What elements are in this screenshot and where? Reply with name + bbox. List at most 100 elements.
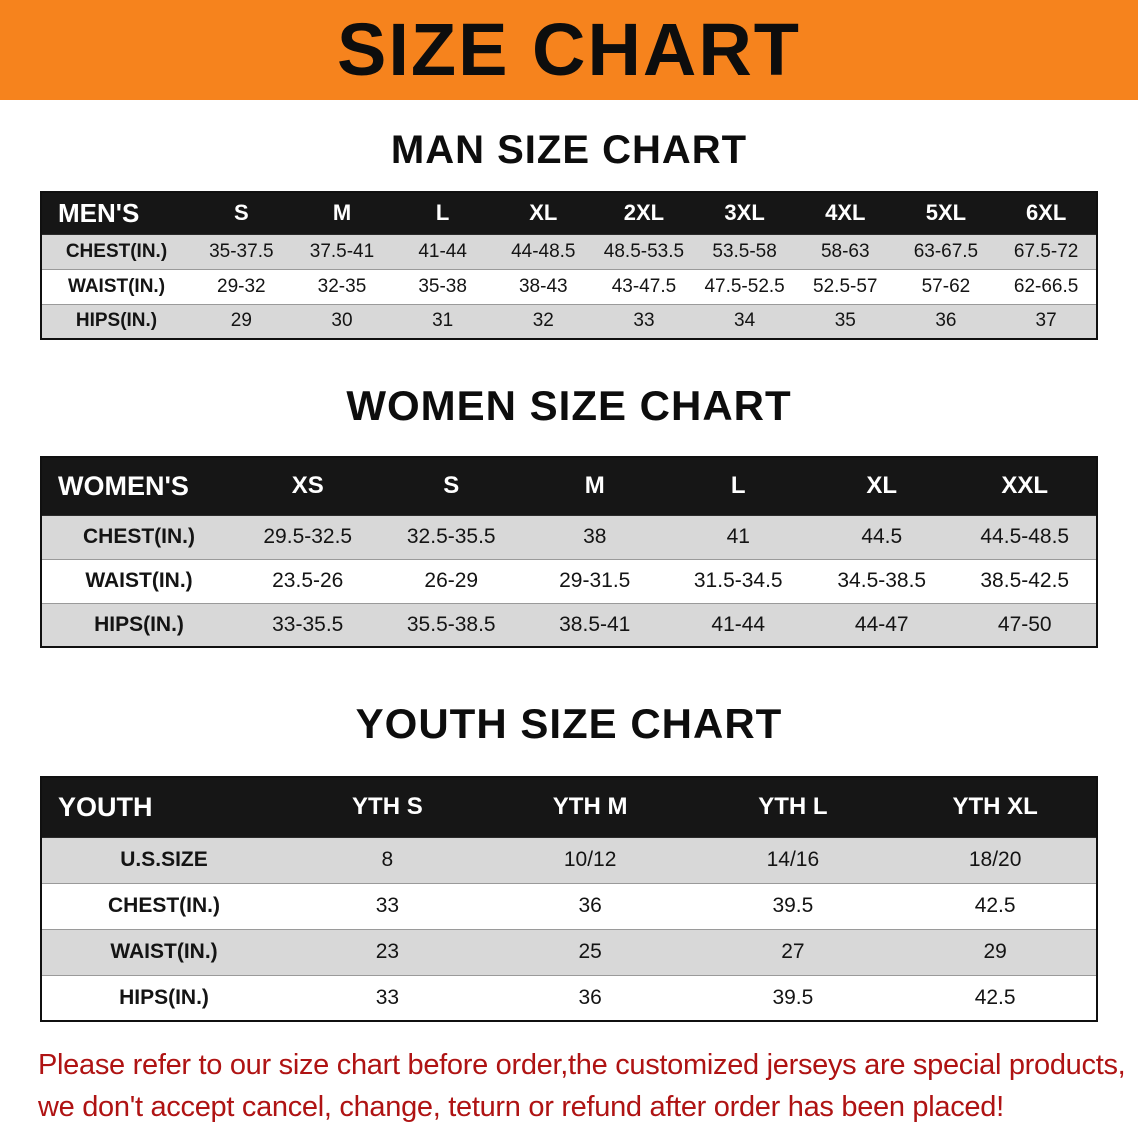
disclaimer: Please refer to our size chart before or… — [0, 1044, 1138, 1128]
size-value: 36 — [935, 310, 957, 332]
row-label: HIPS(IN.) — [75, 310, 158, 332]
size-value: 32 — [532, 310, 554, 332]
row-label: WAIST(IN.) — [41, 269, 191, 305]
table-header-row: YOUTH YTH S YTH M YTH L YTH XL — [41, 777, 1097, 838]
size-column-header: M — [291, 192, 393, 235]
size-column-header: XL — [492, 192, 594, 235]
size-value: 62-66.5 — [996, 269, 1097, 305]
size-value: 31.5-34.5 — [666, 559, 810, 604]
size-value: 8 — [286, 837, 489, 884]
table-header-row: WOMEN'S XS S M L XL XXL — [41, 457, 1097, 516]
size-column-header: M — [523, 457, 667, 516]
size-column-header: S — [379, 457, 523, 516]
size-value: 27 — [691, 929, 895, 976]
size-value: 29-31.5 — [523, 559, 667, 604]
size-value: 33-35.5 — [272, 612, 344, 636]
table-row: CHEST(IN.) 35-37.5 37.5-41 41-44 44-48.5 48.5… — [41, 234, 1097, 270]
women-size-table: WOMEN'S XS S M L XL XXL CHEST(IN.) 29.5-32.5 32.5… — [40, 456, 1098, 648]
row-label: HIPS(IN.) — [94, 612, 184, 636]
row-label: CHEST(IN.) — [41, 883, 286, 930]
table-row: HIPS(IN.) 33 36 39.5 42.5 — [41, 975, 1097, 1021]
size-value: 14/16 — [691, 837, 895, 884]
table-row: WAIST(IN.) 23.5-26 26-29 29-31.5 31.5-34.5 34… — [41, 559, 1097, 604]
page-title: SIZE CHART — [337, 8, 801, 91]
size-value: 63-67.5 — [895, 234, 997, 270]
size-column-header: S — [191, 192, 292, 235]
size-value: 32.5-35.5 — [379, 515, 523, 560]
size-value: 53.5-58 — [694, 234, 795, 270]
size-value: 33 — [286, 883, 489, 930]
table-corner-label: YOUTH — [41, 777, 286, 838]
size-value: 35-37.5 — [191, 234, 292, 270]
row-label: CHEST(IN.) — [41, 515, 236, 560]
size-value: 47.5-52.5 — [694, 269, 795, 305]
size-value: 41-44 — [392, 234, 493, 270]
row-label: HIPS(IN.) — [119, 985, 209, 1009]
size-value: 29.5-32.5 — [236, 515, 380, 560]
size-value: 47-50 — [997, 612, 1052, 636]
size-value: 48.5-53.5 — [593, 234, 695, 270]
size-value: 35-38 — [392, 269, 493, 305]
size-value: 44.5-48.5 — [953, 515, 1097, 560]
size-value: 18/20 — [894, 837, 1097, 884]
size-value: 41 — [666, 515, 810, 560]
size-value: 67.5-72 — [996, 234, 1097, 270]
size-value: 10/12 — [488, 837, 692, 884]
men-size-table: MEN'S S M L XL 2XL 3XL 4XL 5XL 6XL CHEST(IN.) 35-37… — [40, 191, 1098, 340]
size-value: 23 — [286, 929, 489, 976]
size-value: 42.5 — [894, 883, 1097, 930]
size-value: 36 — [488, 883, 692, 930]
size-value: 35.5-38.5 — [406, 612, 496, 636]
size-value: 33 — [375, 985, 400, 1009]
women-size-section: WOMEN SIZE CHART WOMEN'S XS S M L XL XXL CHEST(… — [0, 382, 1138, 648]
size-value: 41-44 — [711, 612, 766, 636]
size-value: 44-48.5 — [492, 234, 594, 270]
size-column-header: XL — [810, 457, 954, 516]
size-column-header: YTH XL — [894, 777, 1097, 838]
size-value: 43-47.5 — [593, 269, 695, 305]
size-value: 42.5 — [974, 985, 1016, 1009]
size-column-header: YTH S — [286, 777, 489, 838]
table-corner-label: WOMEN'S — [41, 457, 236, 516]
size-column-header: 6XL — [996, 192, 1097, 235]
size-value: 44-47 — [854, 612, 909, 636]
size-value: 38.5-42.5 — [953, 559, 1097, 604]
size-column-header: YTH M — [488, 777, 692, 838]
size-value: 35 — [834, 310, 856, 332]
banner: SIZE CHART — [0, 0, 1138, 100]
size-value: 29 — [894, 929, 1097, 976]
table-row: WAIST(IN.) 23 25 27 29 — [41, 929, 1097, 976]
size-value: 36 — [578, 985, 602, 1009]
man-size-section: MAN SIZE CHART MEN'S S M L XL 2XL 3XL 4XL 5XL 6XL… — [0, 128, 1138, 340]
size-column-header: 4XL — [794, 192, 896, 235]
disclaimer-line-1: Please refer to our size chart before or… — [38, 1049, 1126, 1081]
table-header-row: MEN'S S M L XL 2XL 3XL 4XL 5XL 6XL — [41, 192, 1097, 235]
size-value: 29 — [230, 310, 252, 332]
size-value: 39.5 — [772, 985, 814, 1009]
table-row: HIPS(IN.) 33-35.5 35.5-38.5 38.5-41 41-44 44-… — [41, 603, 1097, 647]
size-value: 52.5-57 — [794, 269, 896, 305]
size-value: 34 — [734, 310, 756, 332]
table-row: CHEST(IN.) 33 36 39.5 42.5 — [41, 883, 1097, 930]
table-row: WAIST(IN.) 29-32 32-35 35-38 38-43 43-47.5 47.… — [41, 269, 1097, 305]
size-value: 44.5 — [810, 515, 954, 560]
table-row: CHEST(IN.) 29.5-32.5 32.5-35.5 38 41 44.5 44.5… — [41, 515, 1097, 560]
size-column-header: 5XL — [895, 192, 997, 235]
size-column-header: YTH L — [691, 777, 895, 838]
size-value: 38 — [523, 515, 667, 560]
row-label: CHEST(IN.) — [41, 234, 191, 270]
size-value: 30 — [331, 310, 353, 332]
size-value: 33 — [633, 310, 655, 332]
size-value: 25 — [488, 929, 692, 976]
youth-size-table: YOUTH YTH S YTH M YTH L YTH XL U.S.SIZE 8 10/12… — [40, 776, 1098, 1022]
women-section-heading: WOMEN SIZE CHART — [346, 382, 792, 429]
disclaimer-line-2: we don't accept cancel, change, teturn o… — [38, 1091, 1004, 1124]
size-column-header: L — [666, 457, 810, 516]
table-row: HIPS(IN.) 29 30 31 32 33 34 35 36 37 — [41, 304, 1097, 339]
size-value: 37 — [1035, 310, 1057, 332]
size-value: 31 — [432, 310, 454, 332]
table-corner-label: MEN'S — [41, 192, 191, 235]
size-value: 32-35 — [291, 269, 393, 305]
row-label: WAIST(IN.) — [41, 929, 286, 976]
